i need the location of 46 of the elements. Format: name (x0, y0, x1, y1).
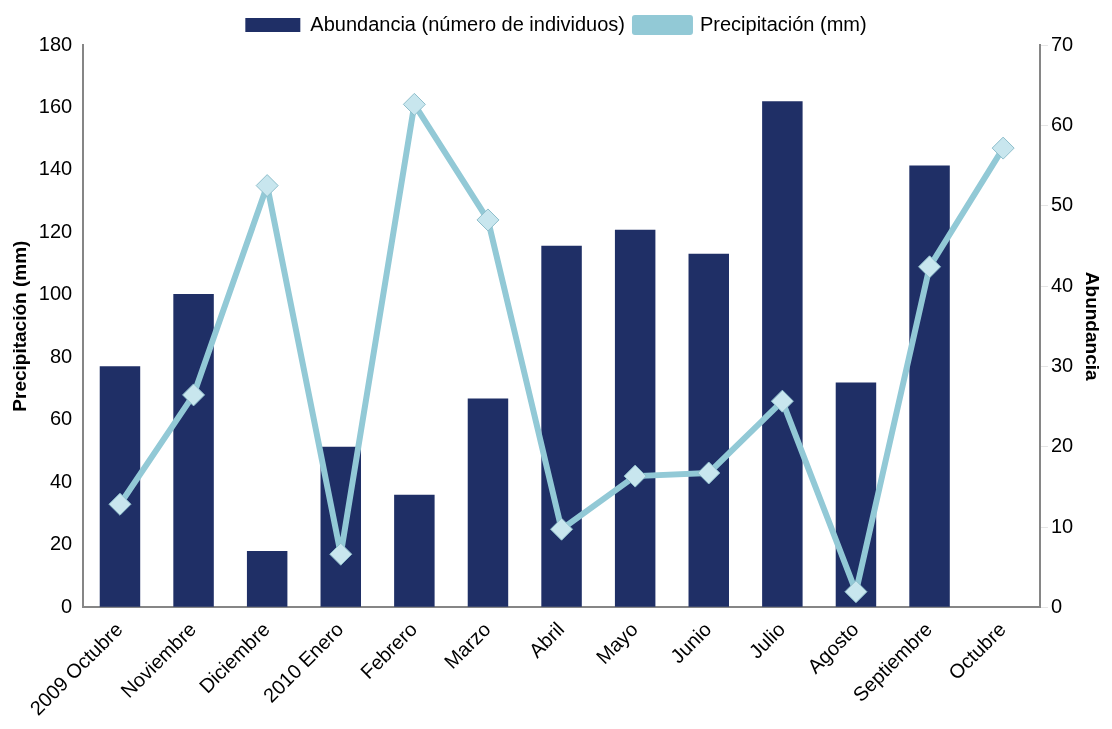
y2-tick-label: 50 (1050, 193, 1074, 216)
point (550, 517, 574, 541)
bar (99, 366, 141, 607)
y2-tick-label: 60 (1050, 112, 1074, 135)
bar (688, 253, 729, 607)
point (770, 389, 794, 413)
bar (909, 165, 950, 607)
y2-axis-title: Abundancia (1082, 271, 1104, 381)
legend-label: Precipitación (mm) (699, 12, 867, 35)
y-tick-label: 100 (38, 282, 73, 305)
y2-tick-label: 20 (1050, 434, 1074, 457)
point (182, 383, 206, 407)
y-tick-label: 160 (38, 95, 73, 117)
y-tick-label: 60 (49, 407, 73, 430)
bar (173, 294, 214, 607)
y-tick-label: 80 (49, 344, 73, 367)
point (476, 208, 500, 232)
y-tick-label: 140 (38, 157, 73, 180)
bar (614, 229, 656, 607)
point (918, 255, 942, 279)
bar (246, 551, 288, 607)
y2-tick-label: 70 (1050, 32, 1074, 55)
bar (762, 101, 803, 607)
point (697, 461, 721, 485)
y-tick-label: 40 (49, 469, 73, 492)
y2-tick-label: 30 (1050, 353, 1074, 376)
point (623, 464, 647, 488)
point (329, 542, 353, 566)
point (991, 136, 1015, 160)
y-tick-label: 180 (38, 32, 73, 55)
y-tick-label: 120 (38, 219, 73, 242)
y2-tick-label: 0 (1050, 594, 1063, 617)
y-tick-label: 0 (61, 594, 73, 617)
point (402, 92, 426, 116)
bar (394, 494, 435, 607)
y2-tick-label: 40 (1050, 273, 1074, 296)
y-axis-title: Precipitación (mm) (8, 240, 30, 412)
x-tick-label: Julio (744, 617, 790, 663)
y-tick-label: 20 (49, 532, 73, 555)
point (844, 580, 868, 604)
point (255, 174, 279, 198)
bar (541, 245, 582, 607)
bar (467, 398, 509, 607)
y2-tick-label: 10 (1050, 514, 1074, 537)
point (108, 492, 132, 516)
legend-label: Abundancia (número de individuos) (310, 12, 625, 35)
